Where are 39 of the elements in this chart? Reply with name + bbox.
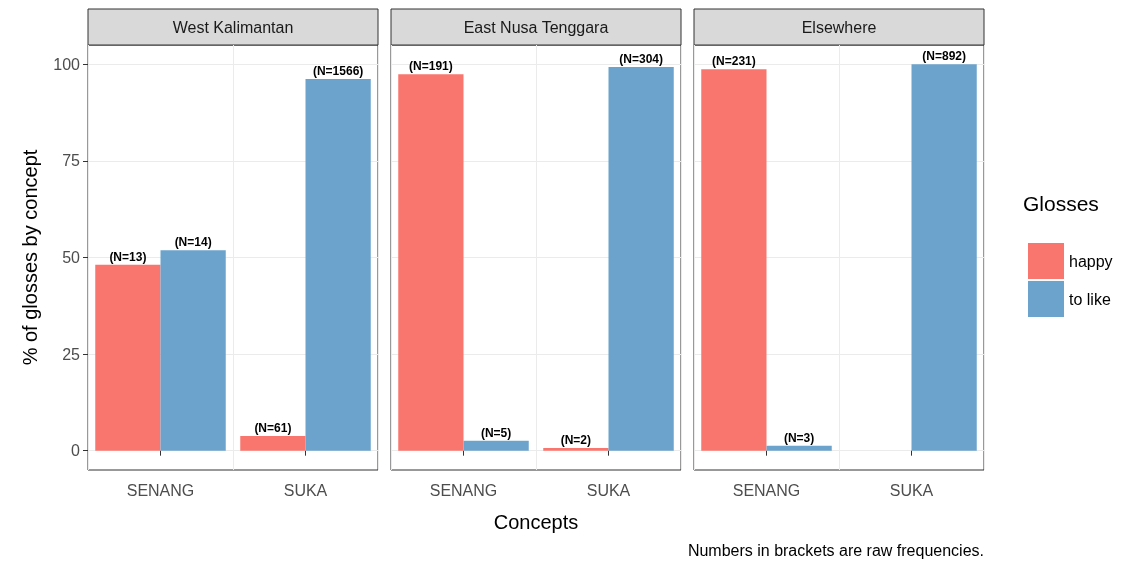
bar bbox=[608, 67, 674, 451]
annotation: (N=191) bbox=[409, 59, 453, 74]
x-tick-label: SUKA bbox=[586, 481, 631, 499]
bar bbox=[305, 79, 371, 451]
annotation: (N=3) bbox=[783, 430, 815, 445]
annotation: (N=14) bbox=[174, 235, 212, 250]
text: Numbers in brackets are raw frequencies. bbox=[687, 541, 984, 559]
bar bbox=[463, 440, 529, 451]
annotation: (N=1566) bbox=[312, 64, 364, 78]
bar bbox=[398, 74, 464, 451]
x-axis-title: Concepts bbox=[493, 511, 579, 533]
x-tick-label: SENANG bbox=[429, 481, 498, 499]
bar bbox=[95, 264, 161, 451]
y-tick-label: 25 bbox=[62, 345, 81, 363]
annotation: (N=231) bbox=[712, 54, 756, 69]
y-tick-label: 50 bbox=[62, 249, 81, 266]
bar bbox=[543, 447, 609, 451]
legend-label: to like bbox=[1069, 290, 1111, 308]
bar bbox=[240, 436, 306, 451]
annotation: (N=2) bbox=[560, 432, 592, 447]
annotation: (N=13) bbox=[109, 249, 147, 264]
annotation: (N=892) bbox=[922, 49, 966, 64]
x-tick-label: SUKA bbox=[283, 481, 328, 499]
chart-title: Elsewhere bbox=[801, 18, 877, 36]
bar bbox=[160, 250, 226, 451]
y-tick-label: 75 bbox=[62, 152, 81, 170]
chart-title: West Kalimantan bbox=[172, 18, 294, 36]
x-tick-label: SENANG bbox=[126, 481, 195, 499]
y-axis-title: % of glosses by concept bbox=[19, 149, 41, 366]
chart-title: East Nusa Tenggara bbox=[463, 18, 609, 36]
x-tick-label: SUKA bbox=[889, 481, 934, 499]
legend-title: Glosses bbox=[1023, 191, 1099, 215]
y-tick-label: 0 bbox=[71, 442, 81, 460]
annotation: (N=61) bbox=[254, 421, 292, 435]
annotation: (N=5) bbox=[480, 425, 512, 440]
y-tick-label: 100 bbox=[53, 55, 81, 73]
x-tick-label: SENANG bbox=[732, 481, 801, 499]
legend-label: happy bbox=[1069, 252, 1113, 270]
annotation: (N=304) bbox=[619, 52, 663, 67]
